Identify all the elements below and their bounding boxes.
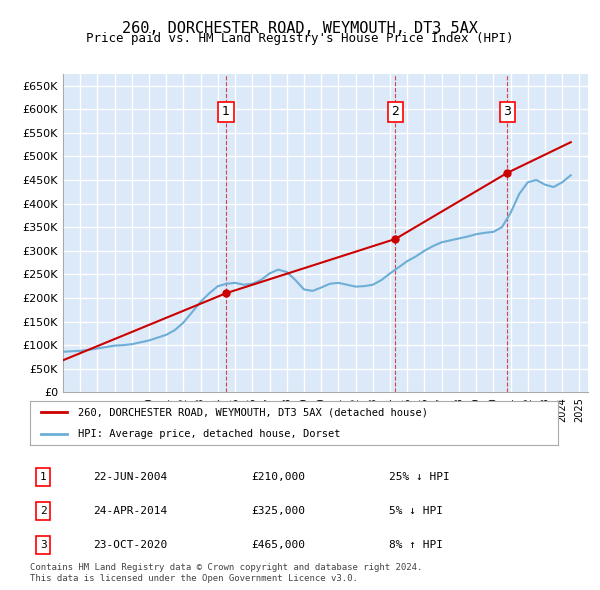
Text: 3: 3	[40, 540, 47, 550]
Text: 25% ↓ HPI: 25% ↓ HPI	[389, 472, 450, 482]
Text: 2: 2	[40, 506, 47, 516]
Text: Contains HM Land Registry data © Crown copyright and database right 2024.
This d: Contains HM Land Registry data © Crown c…	[30, 563, 422, 583]
Text: 22-JUN-2004: 22-JUN-2004	[94, 472, 167, 482]
Text: 2: 2	[391, 106, 400, 119]
Text: 8% ↑ HPI: 8% ↑ HPI	[389, 540, 443, 550]
Text: HPI: Average price, detached house, Dorset: HPI: Average price, detached house, Dors…	[77, 430, 340, 440]
Text: 1: 1	[222, 106, 230, 119]
Text: 260, DORCHESTER ROAD, WEYMOUTH, DT3 5AX (detached house): 260, DORCHESTER ROAD, WEYMOUTH, DT3 5AX …	[77, 407, 428, 417]
Text: 260, DORCHESTER ROAD, WEYMOUTH, DT3 5AX: 260, DORCHESTER ROAD, WEYMOUTH, DT3 5AX	[122, 21, 478, 35]
Text: Price paid vs. HM Land Registry's House Price Index (HPI): Price paid vs. HM Land Registry's House …	[86, 32, 514, 45]
Text: £325,000: £325,000	[252, 506, 306, 516]
Text: 24-APR-2014: 24-APR-2014	[94, 506, 167, 516]
Text: 23-OCT-2020: 23-OCT-2020	[94, 540, 167, 550]
Text: £210,000: £210,000	[252, 472, 306, 482]
Text: 1: 1	[40, 472, 47, 482]
Text: 5% ↓ HPI: 5% ↓ HPI	[389, 506, 443, 516]
Text: 3: 3	[503, 106, 511, 119]
Text: £465,000: £465,000	[252, 540, 306, 550]
